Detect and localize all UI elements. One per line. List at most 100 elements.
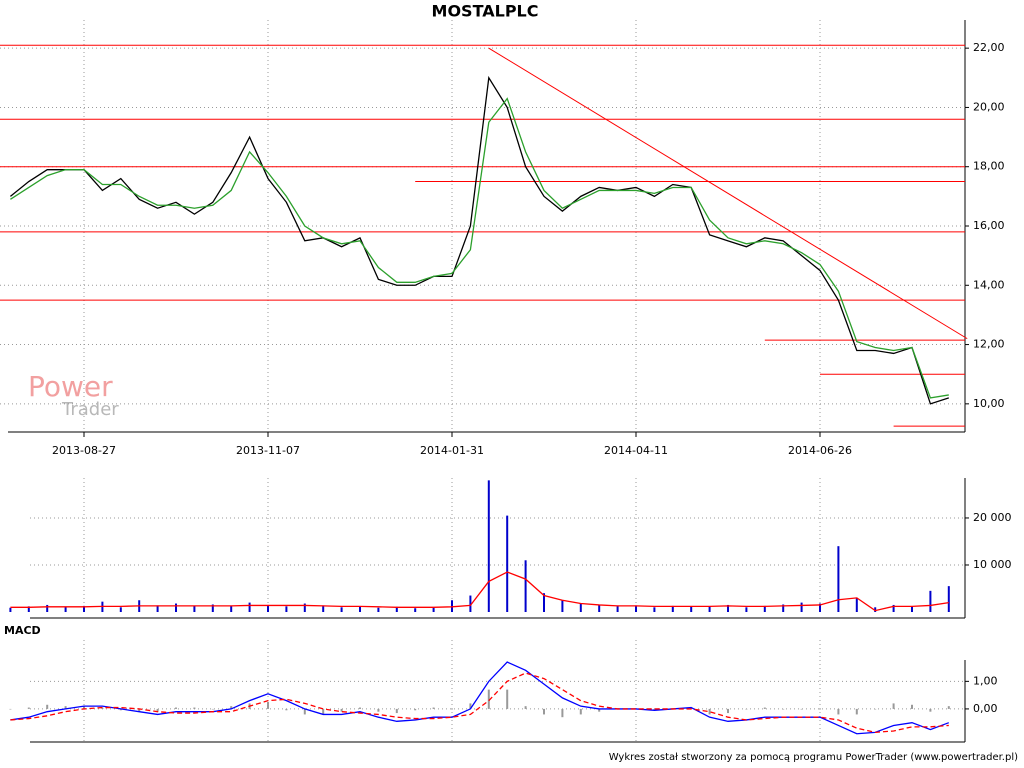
bar xyxy=(487,480,490,612)
bar xyxy=(267,604,269,612)
bar xyxy=(303,603,306,612)
bar xyxy=(138,708,141,712)
bar xyxy=(469,703,472,709)
bar xyxy=(598,708,601,712)
bar xyxy=(837,708,840,715)
bar xyxy=(929,590,932,612)
bar xyxy=(837,546,840,612)
bar xyxy=(653,607,656,612)
bar xyxy=(635,605,637,612)
bar xyxy=(322,708,325,715)
bar xyxy=(543,593,545,612)
y-tick-label: 16,00 xyxy=(973,219,1005,232)
y-tick-label: 20,00 xyxy=(973,100,1005,113)
bar xyxy=(947,706,950,709)
bar xyxy=(911,606,913,612)
bar xyxy=(911,704,913,709)
y-tick-label: 18,00 xyxy=(973,160,1005,173)
bar xyxy=(211,604,214,612)
bar xyxy=(561,708,564,718)
bar xyxy=(929,708,932,712)
bar xyxy=(819,708,821,710)
x-tick-label: 2014-01-31 xyxy=(420,444,484,457)
bar xyxy=(745,708,748,710)
series-line xyxy=(10,672,949,734)
bar xyxy=(432,707,435,709)
x-tick-label: 2014-06-26 xyxy=(788,444,852,457)
bar xyxy=(671,605,674,612)
bar xyxy=(119,708,122,711)
bar xyxy=(193,606,196,612)
bar xyxy=(414,608,417,612)
bar xyxy=(874,607,877,612)
bar xyxy=(340,708,343,712)
bar xyxy=(285,708,288,711)
bar xyxy=(377,708,380,712)
bar xyxy=(267,702,269,709)
bar xyxy=(9,708,12,710)
bar xyxy=(579,603,582,612)
bar xyxy=(64,606,67,612)
bar xyxy=(156,605,159,612)
y-tick-label: 12,00 xyxy=(973,338,1005,351)
bar xyxy=(83,706,85,709)
bar xyxy=(156,708,159,712)
bar xyxy=(230,605,233,612)
watermark: Power xyxy=(28,370,113,403)
bar xyxy=(340,607,343,612)
bar xyxy=(46,604,49,612)
bar xyxy=(506,689,509,709)
bar xyxy=(359,606,361,612)
bar xyxy=(303,708,306,715)
x-tick-label: 2014-04-11 xyxy=(604,444,668,457)
series-line xyxy=(10,571,949,612)
bar xyxy=(543,708,545,715)
bar xyxy=(119,607,122,612)
bar xyxy=(64,706,67,709)
y-tick-label: 22,00 xyxy=(973,41,1005,54)
bar xyxy=(230,706,233,709)
trend-line xyxy=(488,47,968,340)
bar xyxy=(819,603,821,612)
chart-title: MOSTALPLC xyxy=(432,2,539,21)
bar xyxy=(285,606,288,612)
bar xyxy=(947,586,950,612)
bar xyxy=(9,607,12,612)
bar xyxy=(524,560,527,612)
watermark: Trader xyxy=(61,399,119,420)
bar xyxy=(451,600,453,612)
bar xyxy=(653,708,656,711)
x-tick-label: 2013-11-07 xyxy=(236,444,300,457)
bar xyxy=(782,604,785,612)
bar xyxy=(763,605,766,612)
bar xyxy=(708,606,711,612)
bar xyxy=(487,689,490,709)
bar xyxy=(469,595,472,612)
bar xyxy=(727,604,729,612)
bar xyxy=(506,515,509,612)
bar xyxy=(727,708,729,714)
series-line xyxy=(10,97,949,399)
bar xyxy=(598,604,601,612)
bar xyxy=(175,707,177,709)
bar xyxy=(322,605,325,612)
y-tick-label: 14,00 xyxy=(973,278,1005,291)
y-tick-label: 10,00 xyxy=(973,397,1005,410)
bar xyxy=(451,708,453,710)
bar xyxy=(800,708,803,710)
footer: Wykres został stworzony za pomocą progra… xyxy=(609,752,1018,763)
bar xyxy=(359,707,361,709)
bar xyxy=(27,707,30,709)
macd-title: MACD xyxy=(4,624,41,637)
bar xyxy=(561,600,564,612)
bar xyxy=(395,708,398,714)
bar xyxy=(745,607,748,612)
bar xyxy=(395,606,398,612)
bar xyxy=(193,707,196,709)
bar xyxy=(690,606,693,612)
y-tick-label: 0,00 xyxy=(973,702,998,715)
bar xyxy=(414,708,417,711)
bar xyxy=(800,602,803,612)
